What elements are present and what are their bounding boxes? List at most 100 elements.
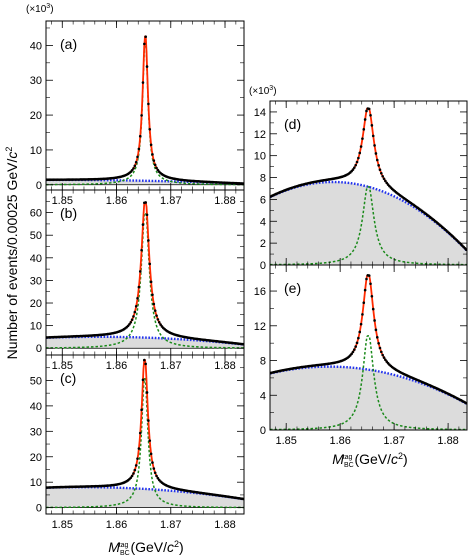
data-point [147, 239, 150, 242]
data-point [377, 342, 380, 345]
data-point [134, 464, 138, 467]
data-point [152, 302, 156, 306]
y-tick-label: 10 [254, 151, 266, 163]
data-point [380, 350, 383, 354]
y-tick-label: 0 [36, 503, 42, 515]
data-point [155, 314, 158, 317]
data-point [136, 296, 139, 300]
background-fill-e [270, 366, 467, 430]
data-point [136, 457, 139, 460]
data-point [378, 346, 382, 350]
data-points-b [46, 201, 244, 346]
y-tick-label: 2 [260, 238, 266, 250]
y-tick-label: 40 [30, 253, 42, 265]
data-point [132, 315, 135, 318]
data-point [359, 145, 363, 148]
data-point [157, 320, 161, 324]
x-tick-label: 1.86 [106, 519, 127, 531]
data-point [357, 156, 360, 160]
panel-a: 0 10 20 30 40 1.85 1.86 1.87 1.88 (a) [30, 20, 245, 207]
x-tick-label: 1.88 [214, 195, 235, 207]
data-point [358, 151, 362, 155]
data-point [137, 447, 141, 450]
data-point [151, 153, 154, 156]
data-point [151, 293, 154, 297]
y-tick-label: 10 [30, 321, 42, 333]
panel-label-d: (d) [284, 116, 301, 132]
data-point [375, 158, 379, 162]
y-tick-label: 60 [30, 208, 42, 220]
signal-curve-c [46, 378, 244, 509]
data-point [145, 391, 149, 394]
data-point [138, 134, 142, 138]
y-tick-label: 0 [260, 425, 266, 437]
data-point [369, 113, 372, 117]
y-tick-label: 14 [254, 107, 266, 119]
data-point [381, 174, 384, 178]
y-tick-label: 20 [30, 452, 42, 464]
x-tick-label: 1.87 [160, 195, 181, 207]
data-point [382, 356, 386, 359]
data-point [130, 318, 134, 322]
x-axis-label-left: MBCtag (GeV/c2) [108, 539, 183, 557]
data-point [384, 358, 387, 362]
data-point [137, 147, 141, 151]
data-point [365, 109, 368, 113]
data-point [153, 471, 157, 475]
y-tick-label: 8 [260, 173, 266, 185]
y-tick-label: 30 [30, 75, 42, 87]
data-point [145, 213, 149, 217]
data-point [147, 419, 150, 422]
y-tick-label: 12 [254, 321, 266, 333]
x-tick-label: 1.85 [275, 435, 296, 447]
y-tick-label: 40 [30, 40, 42, 52]
panel-label-c: (c) [60, 370, 76, 386]
data-point [130, 474, 134, 478]
data-point [374, 328, 378, 332]
panel-frame-c [45, 354, 245, 515]
data-point [369, 282, 372, 286]
data-point [371, 134, 375, 138]
data-point [129, 476, 133, 480]
data-point [143, 42, 146, 46]
y-tick-label: 12 [254, 129, 266, 141]
data-point [382, 177, 386, 181]
y-tick-label: 0 [36, 343, 42, 355]
data-point [140, 248, 143, 252]
multiplier-left: (×103) [26, 3, 54, 15]
y-tick-label: 20 [30, 110, 42, 122]
data-point [133, 164, 137, 168]
data-point [355, 341, 359, 345]
data-point [141, 223, 145, 226]
signal-curve-a [46, 39, 244, 186]
data-points-d [270, 107, 467, 252]
data-point [140, 114, 143, 117]
x-tick-label: 1.85 [52, 195, 73, 207]
signal-curve-e [270, 335, 467, 430]
data-point [374, 152, 378, 155]
background-fill-b [46, 336, 244, 349]
data-point [151, 461, 154, 464]
data-point [153, 309, 157, 312]
panel-label-b: (b) [60, 205, 77, 221]
data-point [359, 322, 363, 326]
panel-label-e: (e) [284, 280, 301, 296]
panel-label-a: (a) [60, 36, 77, 52]
data-point [156, 318, 160, 321]
data-points-e [270, 274, 467, 405]
signal-curve-b [46, 212, 244, 349]
x-axis-label-right: MBCtag (GeV/c2) [332, 451, 407, 469]
x-tick-label: 1.87 [160, 360, 181, 372]
data-point [148, 439, 152, 442]
data-point [153, 163, 157, 167]
x-tick-label: 1.86 [106, 360, 127, 372]
y-tick-label: 0 [260, 260, 266, 272]
y-tick-label: 16 [254, 286, 266, 298]
data-point [354, 345, 357, 348]
panel-e: 0 4 8 12 16 1.85 1.86 1.87 1.88 (e) [254, 264, 468, 447]
data-point [362, 128, 366, 131]
data-point [361, 313, 364, 316]
data-point [144, 201, 147, 204]
data-point [378, 168, 382, 171]
